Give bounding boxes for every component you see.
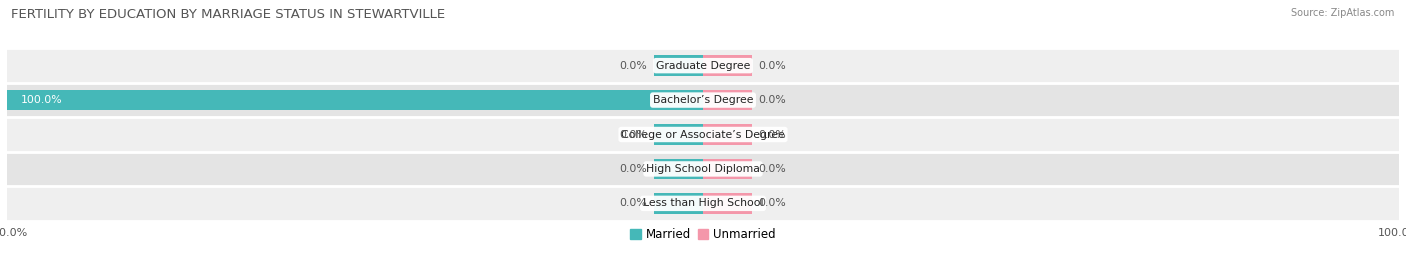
- Bar: [7, 117, 1399, 152]
- Bar: [703, 124, 752, 145]
- Text: College or Associate’s Degree: College or Associate’s Degree: [621, 129, 785, 140]
- Text: Bachelor’s Degree: Bachelor’s Degree: [652, 95, 754, 105]
- Bar: [703, 193, 752, 214]
- Text: 0.0%: 0.0%: [620, 164, 647, 174]
- Bar: [7, 152, 1399, 186]
- Text: 0.0%: 0.0%: [759, 61, 786, 71]
- Text: 0.0%: 0.0%: [620, 129, 647, 140]
- Bar: [703, 90, 752, 110]
- Text: 0.0%: 0.0%: [759, 129, 786, 140]
- Bar: [703, 55, 752, 76]
- Text: Source: ZipAtlas.com: Source: ZipAtlas.com: [1291, 8, 1395, 18]
- Text: 100.0%: 100.0%: [21, 95, 63, 105]
- Text: 0.0%: 0.0%: [759, 95, 786, 105]
- Text: High School Diploma: High School Diploma: [647, 164, 759, 174]
- Bar: [654, 124, 703, 145]
- Bar: [7, 90, 703, 110]
- Bar: [654, 193, 703, 214]
- Bar: [654, 55, 703, 76]
- Bar: [654, 159, 703, 179]
- Text: 0.0%: 0.0%: [759, 164, 786, 174]
- Legend: Married, Unmarried: Married, Unmarried: [626, 223, 780, 246]
- Text: 0.0%: 0.0%: [620, 198, 647, 208]
- Bar: [7, 48, 1399, 83]
- Bar: [703, 159, 752, 179]
- Text: Less than High School: Less than High School: [643, 198, 763, 208]
- Text: 0.0%: 0.0%: [620, 61, 647, 71]
- Text: FERTILITY BY EDUCATION BY MARRIAGE STATUS IN STEWARTVILLE: FERTILITY BY EDUCATION BY MARRIAGE STATU…: [11, 8, 446, 21]
- Bar: [7, 83, 1399, 117]
- Text: Graduate Degree: Graduate Degree: [655, 61, 751, 71]
- Bar: [7, 186, 1399, 221]
- Text: 0.0%: 0.0%: [759, 198, 786, 208]
